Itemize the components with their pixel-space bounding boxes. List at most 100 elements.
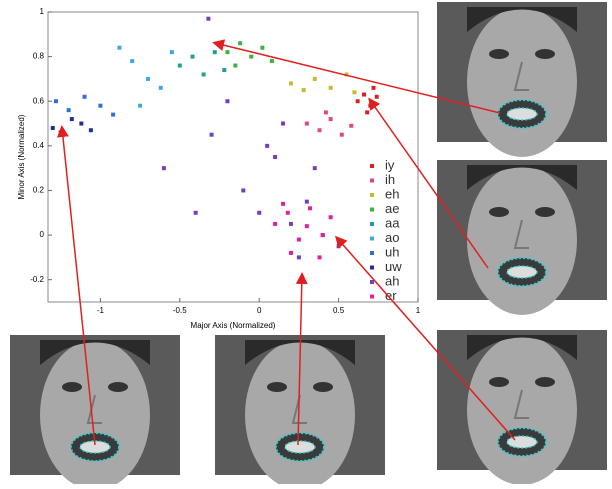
point	[225, 99, 229, 103]
legend-label: iy	[385, 157, 395, 172]
point	[79, 122, 83, 126]
point	[178, 64, 182, 68]
point	[54, 99, 58, 103]
legend-label: ae	[385, 201, 399, 216]
point	[308, 206, 312, 210]
point	[362, 93, 366, 97]
point	[375, 95, 379, 99]
point	[329, 86, 333, 90]
point	[222, 68, 226, 72]
legend-marker	[370, 179, 374, 183]
point	[89, 128, 93, 132]
legend-label: uh	[385, 244, 399, 259]
point	[321, 233, 325, 237]
x-tick-label: 1	[416, 306, 421, 315]
point	[273, 222, 277, 226]
legend-marker	[370, 295, 374, 299]
point	[313, 166, 317, 170]
legend-marker	[370, 251, 374, 255]
point	[324, 110, 328, 114]
point	[70, 117, 74, 121]
point	[257, 211, 261, 215]
y-tick-label: 0.2	[33, 186, 45, 195]
point	[289, 222, 293, 226]
x-tick-label: 0.5	[333, 306, 345, 315]
point	[194, 211, 198, 215]
x-tick-label: -0.5	[173, 306, 187, 315]
point	[372, 86, 376, 90]
point	[130, 59, 134, 63]
y-tick-label: 0.6	[33, 96, 45, 105]
point	[202, 72, 206, 76]
photo	[437, 160, 607, 315]
point	[305, 200, 309, 204]
legend-marker	[370, 237, 374, 241]
point	[318, 255, 322, 259]
point	[146, 77, 150, 81]
y-tick-label: 0.8	[33, 52, 45, 61]
legend-label: aa	[385, 215, 400, 230]
photo	[10, 335, 180, 484]
y-tick-label: 0	[40, 230, 45, 239]
point	[83, 95, 87, 99]
point	[213, 50, 217, 54]
point	[356, 99, 360, 103]
point	[273, 155, 277, 159]
point	[260, 46, 264, 50]
point	[233, 64, 237, 68]
x-tick-label: 0	[257, 306, 262, 315]
page: {"chart_data": {"type": "scatter", "x_la…	[0, 0, 612, 484]
x-axis-label: Major Axis (Normalized)	[191, 321, 276, 330]
point	[349, 124, 353, 128]
photo	[437, 2, 607, 157]
point	[51, 126, 55, 130]
legend-label: uw	[385, 259, 402, 274]
point	[340, 133, 344, 137]
point	[368, 104, 372, 108]
legend-label: eh	[385, 186, 399, 201]
point	[265, 144, 269, 148]
point	[238, 41, 242, 45]
point	[302, 88, 306, 92]
point	[289, 251, 293, 255]
plot-frame	[48, 12, 418, 302]
point	[206, 17, 210, 21]
point	[281, 122, 285, 126]
legend-label: ah	[385, 273, 399, 288]
point	[297, 238, 301, 242]
x-tick-label: -1	[97, 306, 105, 315]
point	[305, 224, 309, 228]
photo	[437, 330, 607, 484]
legend-label: ih	[385, 172, 395, 187]
point	[270, 59, 274, 63]
point	[191, 55, 195, 59]
point	[111, 113, 115, 117]
point	[210, 133, 214, 137]
legend-marker	[370, 208, 374, 212]
figure: Major Axis (Normalized) Minor Axis (Norm…	[0, 0, 612, 484]
y-tick-label: 0.4	[33, 141, 45, 150]
y-axis-label: Minor Axis (Normalized)	[17, 114, 26, 199]
point	[286, 211, 290, 215]
y-tick-label: 1	[40, 7, 45, 16]
point	[297, 255, 301, 259]
point	[159, 86, 163, 90]
point	[67, 108, 71, 112]
point	[337, 244, 341, 248]
point	[289, 81, 293, 85]
point	[365, 110, 369, 114]
point	[329, 215, 333, 219]
point	[225, 50, 229, 54]
point	[162, 166, 166, 170]
legend-marker	[370, 193, 374, 197]
point	[98, 104, 102, 108]
legend-marker	[370, 222, 374, 226]
point	[138, 104, 142, 108]
legend-marker	[370, 164, 374, 168]
point	[318, 128, 322, 132]
point	[329, 117, 333, 121]
point	[305, 122, 309, 126]
legend-marker	[370, 266, 374, 270]
point	[352, 90, 356, 94]
point	[241, 188, 245, 192]
